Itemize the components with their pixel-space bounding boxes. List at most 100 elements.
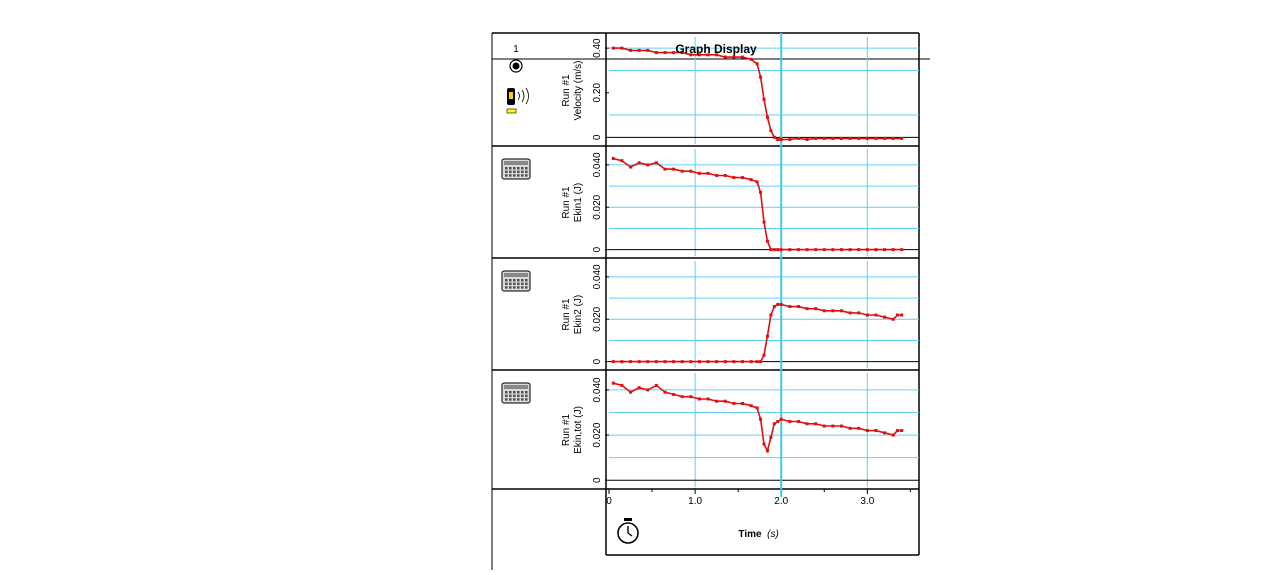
data-point <box>769 248 773 252</box>
data-point <box>723 399 727 403</box>
y-axis-run-label: Run #1 <box>561 186 572 219</box>
data-point <box>779 248 783 252</box>
data-point <box>822 248 826 252</box>
data-point <box>706 397 710 401</box>
x-axis-unit: (s) <box>767 529 779 540</box>
data-point <box>796 305 800 309</box>
data-point <box>629 48 633 52</box>
data-point <box>840 136 843 140</box>
data-point <box>814 136 818 140</box>
data-point <box>891 248 895 252</box>
y-tick-label: 0.040 <box>592 264 603 289</box>
y-tick-label: 0.20 <box>592 83 603 103</box>
data-point <box>883 315 887 319</box>
data-point <box>755 406 759 410</box>
data-point <box>883 431 887 435</box>
data-point <box>788 138 792 142</box>
data-point <box>680 169 684 173</box>
data-point <box>629 165 633 169</box>
data-point <box>805 248 809 252</box>
data-point <box>759 417 763 421</box>
calculator-icon[interactable] <box>501 158 531 180</box>
motion-sensor-icon[interactable] <box>506 87 529 114</box>
data-point <box>805 422 809 426</box>
data-point <box>769 313 773 317</box>
data-point <box>755 360 759 364</box>
data-point <box>620 159 624 163</box>
data-point <box>765 334 769 338</box>
data-point <box>620 383 624 387</box>
data-point <box>723 173 727 177</box>
x-tick-label: 1.0 <box>688 496 702 507</box>
data-point <box>637 360 641 364</box>
data-point <box>765 449 769 453</box>
data-point <box>732 401 736 405</box>
data-point <box>654 51 658 55</box>
data-point <box>857 426 861 430</box>
data-point <box>646 48 650 52</box>
data-point <box>788 420 792 424</box>
data-point <box>732 55 736 59</box>
data-point <box>822 424 826 428</box>
y-tick-label: 0.040 <box>592 377 603 402</box>
data-point <box>762 442 766 446</box>
data-point <box>755 62 759 66</box>
data-point <box>715 173 719 177</box>
data-point <box>611 360 615 364</box>
data-point <box>740 360 744 364</box>
data-point <box>776 248 780 252</box>
data-point <box>762 97 766 101</box>
data-point <box>796 248 800 252</box>
y-tick-label: 0 <box>592 246 603 252</box>
data-point <box>654 360 658 364</box>
data-point <box>848 311 852 315</box>
data-point <box>895 429 899 433</box>
data-point <box>769 129 773 133</box>
data-point <box>765 115 769 119</box>
data-point <box>840 424 843 428</box>
data-point <box>831 424 835 428</box>
x-tick-label: 3.0 <box>860 496 874 507</box>
data-point <box>646 163 650 167</box>
data-point <box>689 169 693 173</box>
y-tick-label: 0.020 <box>592 194 603 219</box>
data-point <box>689 53 693 57</box>
data-point <box>772 248 776 252</box>
calculator-icon[interactable] <box>501 270 531 292</box>
data-point <box>697 397 701 401</box>
data-point <box>840 309 843 313</box>
data-point <box>663 360 667 364</box>
calculator-icon[interactable] <box>501 382 531 404</box>
sensor-port-icon[interactable] <box>509 59 523 73</box>
data-point <box>723 55 727 59</box>
data-point <box>706 360 710 364</box>
series-line <box>613 47 902 141</box>
data-point <box>689 360 693 364</box>
data-point <box>857 136 861 140</box>
data-point <box>865 313 869 317</box>
data-point <box>740 55 744 59</box>
data-point <box>672 360 676 364</box>
data-point <box>848 426 852 430</box>
data-point <box>769 435 773 439</box>
data-point <box>697 171 701 175</box>
x-axis-title: Time (s) <box>738 529 778 540</box>
data-point <box>865 136 869 140</box>
data-point <box>776 420 780 424</box>
stopwatch-icon[interactable] <box>617 518 639 544</box>
data-point <box>865 248 869 252</box>
data-point <box>749 404 753 408</box>
data-point <box>840 248 843 252</box>
data-point <box>629 390 633 394</box>
data-point <box>874 313 878 317</box>
data-point <box>900 248 904 252</box>
y-tick-label: 0.40 <box>592 38 603 58</box>
data-point <box>848 136 852 140</box>
data-point <box>654 383 658 387</box>
data-point <box>796 420 800 424</box>
data-point <box>646 360 650 364</box>
series-layer <box>611 46 904 454</box>
graph-title: Graph Display <box>675 42 757 56</box>
data-point <box>814 248 818 252</box>
